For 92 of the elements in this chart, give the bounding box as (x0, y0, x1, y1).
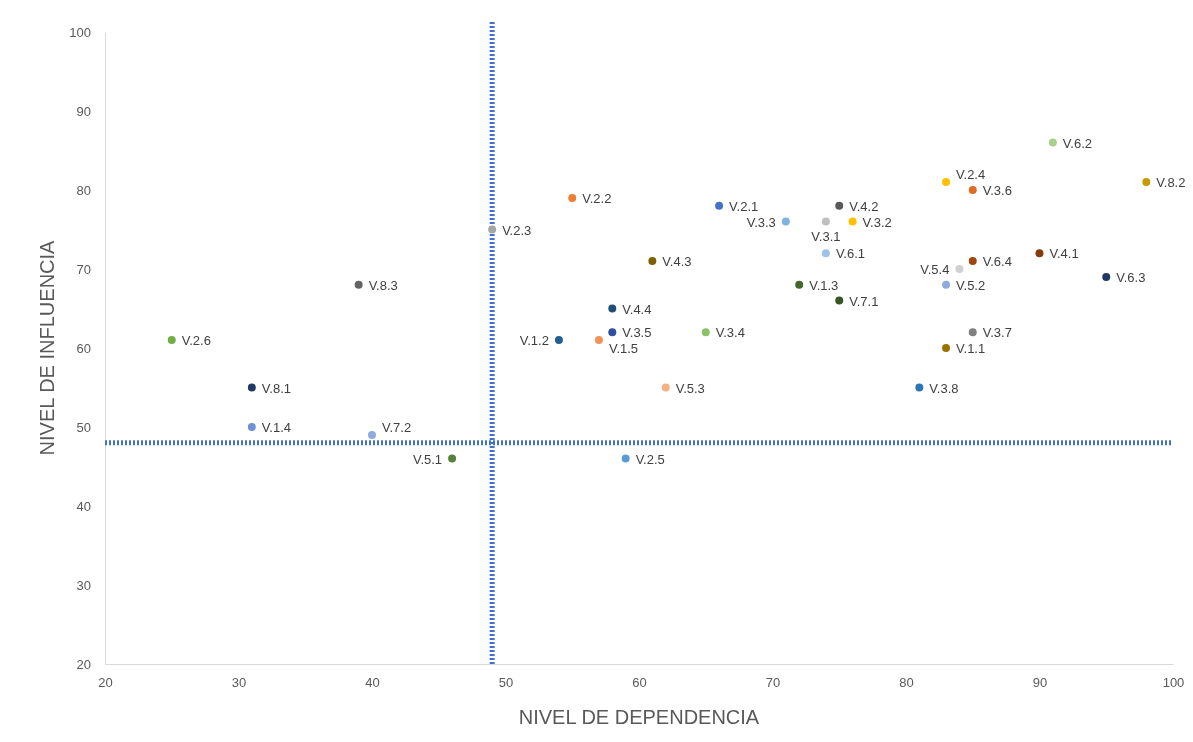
x-tick-label: 90 (1032, 675, 1048, 691)
x-tick-label: 40 (365, 675, 380, 691)
series-label: V.3.6 (982, 183, 1012, 198)
point (968, 257, 977, 266)
point (835, 201, 844, 210)
series-label: V.2.4 (956, 167, 986, 183)
series-label: V.3.3 (746, 214, 776, 230)
x-tick-label: 30 (231, 675, 247, 691)
point (608, 304, 617, 313)
series-label: V.5.3 (675, 380, 705, 396)
series-label: V.4.1 (1049, 246, 1079, 262)
point (795, 280, 804, 289)
series-label: V.6.3 (1116, 269, 1146, 285)
series-label: V.1.3 (809, 277, 839, 293)
point (781, 217, 790, 226)
point (368, 430, 376, 439)
point (594, 336, 603, 345)
x-tick-label: 100 (1162, 675, 1185, 691)
y-tick-label: 50 (76, 419, 91, 435)
x-tick-label: 70 (765, 675, 781, 691)
series-label: V.3.2 (862, 214, 892, 230)
point (715, 201, 724, 210)
point (167, 336, 176, 345)
point (247, 423, 256, 431)
series-label: V.8.3 (368, 277, 398, 293)
point (821, 249, 830, 258)
point (1035, 249, 1044, 258)
series-label: V.1.4 (261, 420, 292, 435)
series-label: V.1.2 (519, 333, 549, 349)
point (1048, 138, 1057, 147)
x-axis-title: NIVEL DE DEPENDENCIA (518, 706, 760, 728)
point (568, 193, 577, 202)
x-tick-label: 60 (632, 675, 647, 691)
series-label: V.1.5 (608, 341, 639, 357)
point (701, 328, 710, 337)
point (608, 328, 617, 337)
y-tick-label: 30 (76, 577, 91, 593)
series-label: V.3.7 (982, 325, 1012, 341)
series-label: V.2.5 (635, 451, 665, 467)
point (968, 328, 977, 337)
point (821, 217, 830, 226)
series-label: V.6.4 (982, 254, 1012, 270)
y-tick-label: 100 (69, 24, 91, 40)
series-label: V.6.1 (835, 246, 866, 262)
series-label: V.3.4 (715, 325, 745, 341)
point (354, 280, 363, 289)
series-label: V.7.2 (382, 419, 412, 435)
point (1142, 178, 1151, 187)
series-label: V.6.2 (1062, 135, 1093, 151)
series-label: V.8.2 (1156, 175, 1186, 191)
series-label: V.5.1 (412, 451, 443, 467)
series-label: V.1.1 (956, 341, 986, 356)
series-label: V.8.1 (261, 380, 292, 396)
series-label: V.2.2 (582, 190, 612, 206)
point (942, 178, 951, 187)
series-label: V.4.3 (662, 254, 692, 270)
series-label: V.3.1 (811, 228, 841, 244)
y-tick-label: 20 (76, 656, 91, 672)
y-tick-label: 90 (76, 103, 91, 119)
x-tick-label: 20 (98, 675, 113, 691)
x-tick-label: 50 (498, 675, 514, 691)
point (848, 217, 857, 226)
point (488, 225, 497, 234)
y-axis-title: NIVEL DE INFLUENCIA (36, 239, 58, 456)
point (955, 265, 964, 273)
point (1102, 272, 1111, 281)
series-label: V.5.2 (956, 277, 986, 293)
point (915, 383, 924, 392)
y-tick-label: 40 (76, 498, 91, 514)
y-tick-label: 70 (76, 261, 91, 277)
point (554, 336, 563, 345)
point (835, 296, 844, 305)
y-tick-label: 80 (76, 182, 91, 198)
point (661, 383, 670, 392)
series-label: V.4.2 (849, 198, 879, 214)
x-tick-label: 80 (899, 675, 914, 691)
point (942, 280, 951, 289)
series-label: V.3.8 (929, 380, 959, 396)
series-label: V.2.1 (729, 198, 759, 214)
series-label: V.2.6 (181, 333, 211, 349)
point (621, 454, 630, 463)
series-label: V.7.1 (849, 293, 879, 309)
series-label: V.4.4 (622, 301, 652, 317)
series-label: V.5.4 (920, 262, 950, 277)
point (942, 344, 951, 352)
point (648, 257, 657, 266)
series-label: V.2.3 (502, 222, 532, 238)
point (448, 454, 457, 463)
point (247, 383, 256, 392)
series-label: V.3.5 (622, 325, 652, 341)
y-tick-label: 60 (76, 340, 91, 356)
point (968, 186, 977, 194)
